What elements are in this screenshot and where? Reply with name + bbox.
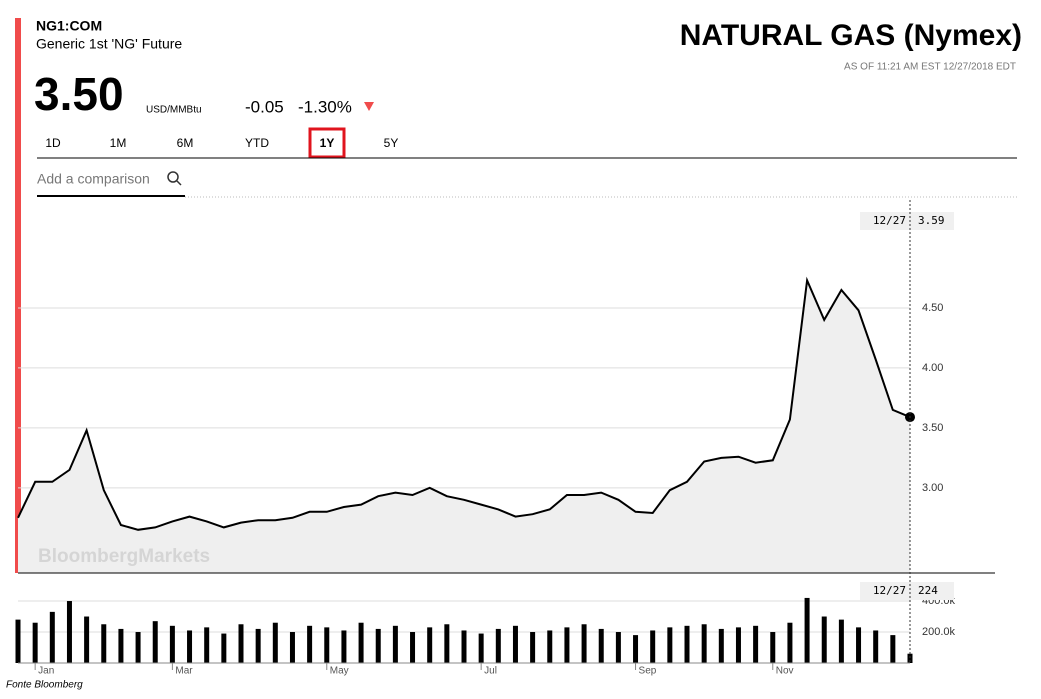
volume-bar xyxy=(650,630,656,663)
volume-bar xyxy=(169,625,175,663)
change-pct: -1.30% xyxy=(298,97,352,116)
range-button[interactable]: YTD xyxy=(245,136,269,150)
volume-bar xyxy=(856,627,862,663)
ticker: NG1:COM xyxy=(36,18,102,34)
volume-bar xyxy=(272,622,278,663)
crosshair-label-bg xyxy=(860,582,954,600)
volume-bar xyxy=(66,601,72,663)
volume-bar xyxy=(615,632,621,663)
source: Fonte Bloomberg xyxy=(6,680,83,691)
volume-bar xyxy=(701,624,707,663)
volume-bar xyxy=(564,627,570,663)
volume-bar xyxy=(838,619,844,663)
volume-bar xyxy=(307,625,313,663)
volume-bar xyxy=(495,628,501,663)
active-range-box xyxy=(308,127,346,159)
volume-bar xyxy=(358,622,364,663)
x-tick-label: Nov xyxy=(776,666,794,677)
volume-bar xyxy=(238,624,244,663)
price-unit: USD/MMBtu xyxy=(146,105,202,116)
x-tick-label: Mar xyxy=(175,666,193,677)
crosshair-label-bg xyxy=(860,212,954,230)
watermark: BloombergMarkets xyxy=(38,546,210,567)
range-button[interactable]: 1D xyxy=(45,136,61,150)
search-icon[interactable] xyxy=(167,171,179,183)
volume-bar xyxy=(341,630,347,663)
range-button[interactable]: 1Y xyxy=(320,136,335,150)
range-button[interactable]: 5Y xyxy=(384,136,399,150)
crosshair-value: 224 xyxy=(918,584,938,597)
down-arrow xyxy=(364,102,374,111)
volume-bar xyxy=(873,630,879,663)
volume-bar xyxy=(907,653,913,663)
as-of: AS OF 11:21 AM EST 12/27/2018 EDT xyxy=(844,62,1016,73)
volume-bar xyxy=(787,622,793,663)
crosshair-date: 12/27 xyxy=(873,584,906,597)
volume-bar xyxy=(633,635,639,663)
x-tick-label: May xyxy=(330,666,349,677)
y-tick-label: 3.50 xyxy=(922,422,943,434)
volume-bar xyxy=(187,630,193,663)
volume-bar xyxy=(84,616,90,663)
volume-bar xyxy=(444,624,450,663)
volume-bar xyxy=(667,627,673,663)
y-tick-label: 4.00 xyxy=(922,362,943,374)
volume-bar xyxy=(204,627,210,663)
volume-bar xyxy=(684,625,690,663)
range-button[interactable]: 6M xyxy=(177,136,194,150)
instrument-name: Generic 1st 'NG' Future xyxy=(36,36,182,52)
volume-bar xyxy=(375,628,381,663)
y-tick-label: 3.00 xyxy=(922,482,943,494)
volume-bar xyxy=(478,633,484,663)
volume-bar xyxy=(15,619,21,663)
volume-bar xyxy=(289,632,295,663)
volume-bar xyxy=(598,628,604,663)
volume-bar xyxy=(49,611,55,663)
volume-bar xyxy=(255,628,261,663)
volume-bar xyxy=(152,621,158,663)
x-tick-label: Sep xyxy=(639,666,657,677)
volume-bar xyxy=(821,616,827,663)
volume-bar xyxy=(32,622,38,663)
volume-bar xyxy=(735,627,741,663)
volume-bar xyxy=(118,628,124,663)
search-icon xyxy=(176,180,182,186)
volume-bar xyxy=(530,632,536,663)
volume-bar xyxy=(324,627,330,663)
price-line xyxy=(17,276,911,531)
volume-bar xyxy=(804,597,810,663)
plot: 3.00 3.50 4.00 4.50 Jan Mar May Jul Sep Nov 12/27 3… xyxy=(15,200,995,677)
price: 3.50 xyxy=(34,68,124,120)
change: -0.05 xyxy=(245,97,284,116)
volume-bar xyxy=(427,627,433,663)
volume-bar xyxy=(392,625,398,663)
crosshair-date: 12/27 xyxy=(873,214,906,227)
volume-bar xyxy=(890,635,896,663)
x-tick-label: Jan xyxy=(38,666,54,677)
y-tick-label: 4.50 xyxy=(922,302,943,314)
comparison-input[interactable]: Add a comparison xyxy=(37,171,150,187)
volume-bar xyxy=(753,625,759,663)
volume-bar xyxy=(581,624,587,663)
volume-bar xyxy=(718,628,724,663)
accent-bar xyxy=(15,18,21,573)
range-button[interactable]: 1M xyxy=(110,136,127,150)
area xyxy=(18,280,910,573)
volume-bar xyxy=(547,630,553,663)
x-tick-label: Jul xyxy=(484,666,497,677)
volume-bar xyxy=(221,633,227,663)
volume-bar xyxy=(135,632,141,663)
y-tick-label: 200.0k xyxy=(922,626,956,638)
range-selector: 1D 1M 6M YTD 1Y 5Y xyxy=(45,127,399,159)
crosshair-value: 3.59 xyxy=(918,214,945,227)
volume-bar xyxy=(410,632,416,663)
volume-bar xyxy=(770,632,776,663)
chart-title: NATURAL GAS (Nymex) xyxy=(680,19,1022,52)
volume-bar xyxy=(461,630,467,663)
volume-bar xyxy=(101,624,107,663)
volume-bar xyxy=(512,625,518,663)
